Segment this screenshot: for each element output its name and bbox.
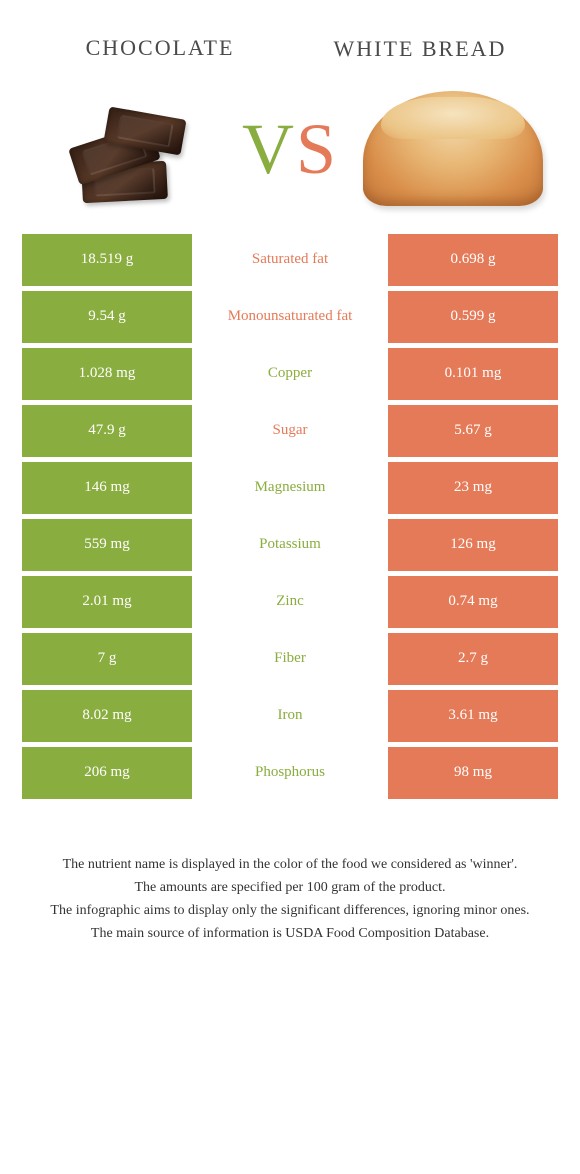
nutrient-table: 18.519 gSaturated fat0.698 g9.54 gMonoun…: [0, 234, 580, 799]
footnotes: The nutrient name is displayed in the co…: [0, 804, 580, 944]
nutrient-label: Magnesium: [192, 462, 388, 514]
value-right: 0.599 g: [388, 291, 558, 343]
value-left: 18.519 g: [22, 234, 192, 286]
nutrient-label: Phosphorus: [192, 747, 388, 799]
header-row: Chocolate White Bread: [0, 0, 580, 74]
table-row: 9.54 gMonounsaturated fat0.599 g: [22, 291, 558, 343]
nutrient-label: Monounsaturated fat: [192, 291, 388, 343]
nutrient-label: Copper: [192, 348, 388, 400]
nutrient-label: Saturated fat: [192, 234, 388, 286]
vs-v: V: [242, 109, 296, 189]
value-left: 1.028 mg: [22, 348, 192, 400]
vs-label: VS: [242, 113, 338, 185]
value-left: 47.9 g: [22, 405, 192, 457]
value-left: 8.02 mg: [22, 690, 192, 742]
table-row: 18.519 gSaturated fat0.698 g: [22, 234, 558, 286]
food-image-left: [32, 84, 222, 214]
vs-s: S: [296, 109, 338, 189]
table-row: 146 mgMagnesium23 mg: [22, 462, 558, 514]
value-left: 9.54 g: [22, 291, 192, 343]
value-right: 5.67 g: [388, 405, 558, 457]
value-right: 3.61 mg: [388, 690, 558, 742]
food-title-left: Chocolate: [30, 35, 290, 61]
bread-icon: [358, 84, 548, 214]
value-right: 0.698 g: [388, 234, 558, 286]
infographic-container: Chocolate White Bread VS 18.519 gSaturat…: [0, 0, 580, 1174]
table-row: 559 mgPotassium126 mg: [22, 519, 558, 571]
header-left: Chocolate: [30, 35, 290, 61]
value-right: 0.74 mg: [388, 576, 558, 628]
nutrient-label: Fiber: [192, 633, 388, 685]
value-right: 98 mg: [388, 747, 558, 799]
food-image-right: [358, 84, 548, 214]
food-title-right: White Bread: [290, 35, 550, 64]
table-row: 2.01 mgZinc0.74 mg: [22, 576, 558, 628]
footnote-line: The main source of information is USDA F…: [30, 923, 550, 944]
value-right: 2.7 g: [388, 633, 558, 685]
nutrient-label: Iron: [192, 690, 388, 742]
footnote-line: The infographic aims to display only the…: [30, 900, 550, 921]
nutrient-label: Potassium: [192, 519, 388, 571]
footnote-line: The nutrient name is displayed in the co…: [30, 854, 550, 875]
value-left: 146 mg: [22, 462, 192, 514]
table-row: 206 mgPhosphorus98 mg: [22, 747, 558, 799]
table-row: 7 gFiber2.7 g: [22, 633, 558, 685]
value-left: 2.01 mg: [22, 576, 192, 628]
nutrient-label: Zinc: [192, 576, 388, 628]
value-right: 126 mg: [388, 519, 558, 571]
table-row: 1.028 mgCopper0.101 mg: [22, 348, 558, 400]
value-left: 559 mg: [22, 519, 192, 571]
table-row: 47.9 gSugar5.67 g: [22, 405, 558, 457]
chocolate-icon: [42, 89, 212, 209]
nutrient-label: Sugar: [192, 405, 388, 457]
header-right: White Bread: [290, 35, 550, 64]
value-right: 0.101 mg: [388, 348, 558, 400]
footnote-line: The amounts are specified per 100 gram o…: [30, 877, 550, 898]
table-row: 8.02 mgIron3.61 mg: [22, 690, 558, 742]
value-left: 206 mg: [22, 747, 192, 799]
value-left: 7 g: [22, 633, 192, 685]
images-vs-row: VS: [0, 74, 580, 234]
value-right: 23 mg: [388, 462, 558, 514]
